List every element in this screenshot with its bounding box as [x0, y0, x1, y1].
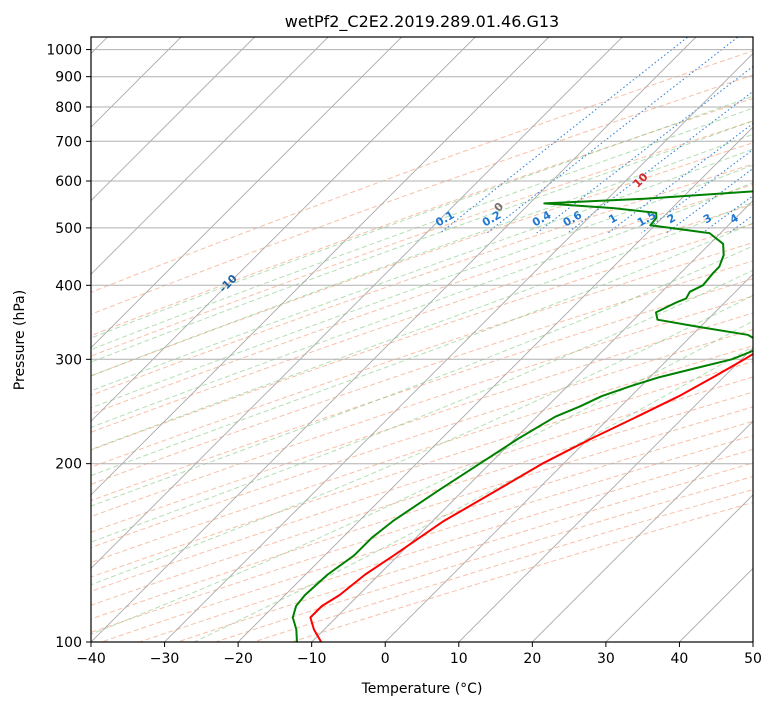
- dry-adiabat-line: [91, 376, 753, 592]
- y-tick-label: 400: [55, 278, 82, 294]
- isotherm-line: [91, 37, 403, 349]
- y-axis-ticks: 100 200 300 400 500 600 700 800 900 1000: [46, 43, 91, 651]
- isotherm-line: [91, 37, 550, 496]
- y-tick-label: 300: [55, 352, 82, 368]
- sounding-profiles: [291, 190, 753, 642]
- isotherm-line: [458, 347, 753, 642]
- isotherm-line: [311, 199, 753, 642]
- dewpoint-profile-line: [291, 190, 753, 642]
- dry-adiabats: [91, 50, 753, 642]
- moist-adiabats: [91, 95, 753, 642]
- mixing-ratio-line: [567, 90, 753, 234]
- x-tick-label: −30: [150, 651, 180, 667]
- x-tick-label: 20: [523, 651, 541, 667]
- y-tick-label: 700: [55, 134, 82, 150]
- dry-adiabat-line: [91, 74, 753, 315]
- mixing-ratio-line: [665, 167, 753, 234]
- dry-adiabat-line: [91, 360, 753, 578]
- moist-adiabat-line: [91, 222, 753, 477]
- dry-adiabat-line: [91, 278, 753, 502]
- x-tick-label: −40: [76, 651, 106, 667]
- dry-adiabat-line: [175, 462, 753, 642]
- moist-adiabat-line: [91, 182, 753, 428]
- x-tick-label: 0: [381, 651, 390, 667]
- dry-adiabat-line: [213, 475, 753, 642]
- dry-adiabat-line: [91, 420, 753, 633]
- dry-adiabat-line: [91, 163, 753, 396]
- isotherm-line: [91, 37, 697, 642]
- moist-adiabat-line: [91, 294, 753, 586]
- skewed-isotherms: [91, 37, 753, 642]
- moist-adiabat-line: [91, 120, 753, 363]
- dry-adiabat-line: [137, 448, 753, 642]
- dry-adiabat-line: [91, 391, 753, 606]
- y-tick-label: 500: [55, 221, 82, 237]
- isotherm-line: [91, 37, 256, 202]
- isotherm-line: [91, 37, 476, 422]
- isotherm-line: [531, 420, 753, 642]
- y-tick-label: 600: [55, 174, 82, 190]
- x-tick-label: 50: [744, 651, 762, 667]
- y-tick-label: 100: [55, 635, 82, 651]
- moist-adiabat-line: [91, 245, 753, 507]
- moist-adiabat-line: [91, 164, 753, 409]
- x-tick-label: −20: [223, 651, 253, 667]
- x-tick-label: 30: [597, 651, 615, 667]
- isotherm-line: [605, 494, 753, 642]
- x-tick-label: 10: [450, 651, 468, 667]
- dry-adiabat-line: [91, 242, 753, 468]
- isotherm-line: [163, 52, 753, 642]
- plot-background: [91, 37, 753, 642]
- x-tick-label: −10: [297, 651, 327, 667]
- y-tick-label: 200: [55, 457, 82, 473]
- x-axis-label: Temperature (°C): [361, 681, 483, 697]
- temperature-profile-line: [309, 352, 753, 642]
- moist-adiabat-line: [91, 148, 753, 392]
- dry-adiabat-line: [99, 434, 753, 642]
- dry-adiabat-line: [91, 406, 753, 620]
- dry-adiabat-line: [91, 295, 753, 518]
- x-axis-ticks: −40 −30 −20 −10 0 10 20 30 40 50: [76, 642, 762, 667]
- moist-adiabat-line: [91, 201, 753, 451]
- mixing-ratio-line: [536, 65, 753, 234]
- moist-adiabat-line: [91, 95, 753, 339]
- dry-adiabat-line: [91, 120, 753, 357]
- dry-adiabat-line: [91, 329, 753, 549]
- x-tick-label: 40: [671, 651, 689, 667]
- y-tick-label: 1000: [46, 43, 82, 59]
- y-axis-label: Pressure (hPa): [12, 290, 28, 390]
- isobars: [91, 49, 753, 642]
- chart-title: wetPf2_C2E2.2019.289.01.46.G13: [285, 12, 559, 32]
- isotherm-line: [237, 126, 753, 642]
- dry-adiabat-line: [91, 223, 753, 451]
- moist-adiabat-line: [91, 107, 753, 351]
- dry-adiabat-line: [91, 345, 753, 563]
- y-tick-label: 800: [55, 100, 82, 116]
- isotherm-line: [384, 273, 753, 642]
- plot-frame: [90, 36, 754, 643]
- moist-adiabat-line: [193, 346, 753, 642]
- mixing-ratio-line: [486, 37, 739, 234]
- mixing-ratio-line: [439, 37, 689, 234]
- isotherm-line: [91, 37, 329, 275]
- dry-adiabat-line: [91, 183, 753, 415]
- moist-adiabat-line: [91, 320, 753, 635]
- y-tick-label: 900: [55, 70, 82, 86]
- moist-adiabat-line: [91, 269, 753, 543]
- dry-adiabat-line: [91, 50, 753, 293]
- isotherm-line: [91, 37, 624, 570]
